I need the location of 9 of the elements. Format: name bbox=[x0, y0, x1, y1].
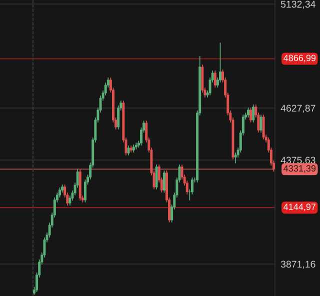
candlestick bbox=[127, 145, 130, 156]
y-tick-label: 4627,87 bbox=[280, 104, 316, 113]
y-tick-label: 5132,34 bbox=[280, 0, 316, 9]
candlestick bbox=[247, 107, 250, 118]
ref-line-label: 4331,39 bbox=[284, 165, 316, 173]
y-tick-label: 4375,63 bbox=[280, 156, 316, 165]
ref-line-label: 4144,97 bbox=[284, 204, 316, 212]
ref-line-label: 4866,99 bbox=[284, 54, 316, 62]
y-tick-label: 3871,16 bbox=[280, 260, 316, 269]
